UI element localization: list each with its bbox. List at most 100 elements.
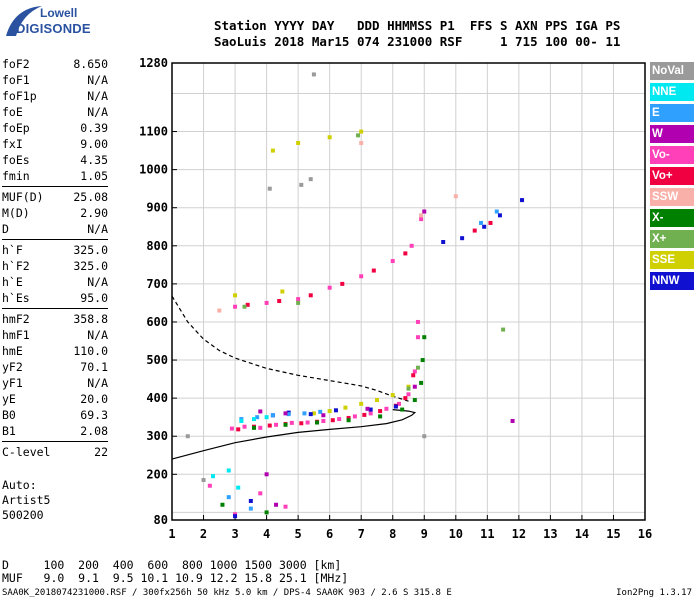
echo-point bbox=[321, 418, 326, 423]
echo-point bbox=[308, 177, 313, 182]
echo-point bbox=[236, 485, 241, 490]
param-separator bbox=[2, 186, 108, 187]
echo-point bbox=[185, 434, 190, 439]
echo-point bbox=[422, 335, 427, 340]
echo-point bbox=[371, 268, 376, 273]
x-tick-label: 1 bbox=[168, 527, 175, 541]
param-row: B1 2.08 bbox=[2, 423, 108, 439]
param-name: M(D) bbox=[2, 206, 30, 220]
echo-point bbox=[415, 319, 420, 324]
echo-point bbox=[296, 297, 301, 302]
param-name: fxI bbox=[2, 137, 23, 151]
auto-artist: Artist5 bbox=[2, 493, 51, 507]
echo-point bbox=[333, 408, 338, 413]
echo-point bbox=[283, 504, 288, 509]
param-name: h`F2 bbox=[2, 259, 30, 273]
param-name: foEp bbox=[2, 121, 30, 135]
param-value: 2.90 bbox=[80, 206, 108, 220]
echo-point bbox=[411, 373, 416, 378]
echo-point bbox=[420, 358, 425, 363]
param-name: h`F bbox=[2, 243, 23, 257]
echo-point bbox=[422, 434, 427, 439]
echo-point bbox=[267, 423, 272, 428]
param-row: D N/A bbox=[2, 221, 108, 237]
param-row: fmin 1.05 bbox=[2, 168, 108, 184]
param-value: N/A bbox=[87, 275, 108, 289]
param-value: N/A bbox=[87, 73, 108, 87]
x-tick-label: 2 bbox=[200, 527, 207, 541]
param-name: hmF2 bbox=[2, 312, 30, 326]
echo-point bbox=[242, 304, 247, 309]
echo-point bbox=[406, 384, 411, 389]
echo-point bbox=[368, 407, 373, 412]
legend-item: X+ bbox=[650, 230, 694, 248]
echo-point bbox=[412, 398, 417, 403]
param-name: B0 bbox=[2, 408, 16, 422]
echo-point bbox=[501, 327, 506, 332]
echo-point bbox=[242, 424, 247, 429]
echo-point bbox=[409, 243, 414, 248]
x-tick-label: 15 bbox=[606, 527, 620, 541]
param-value: N/A bbox=[87, 328, 108, 342]
y-tick-label: 600 bbox=[146, 315, 168, 329]
echo-point bbox=[327, 285, 332, 290]
legend-item: Vo- bbox=[650, 146, 694, 164]
x-tick-label: 9 bbox=[421, 527, 428, 541]
echo-point bbox=[274, 422, 279, 427]
auto-label: Auto: bbox=[2, 478, 37, 492]
echo-point bbox=[384, 406, 389, 411]
param-name: hmE bbox=[2, 344, 23, 358]
param-name: D bbox=[2, 222, 9, 236]
param-value: 358.8 bbox=[73, 312, 108, 326]
echo-point bbox=[472, 228, 477, 233]
echo-point bbox=[359, 401, 364, 406]
echo-point bbox=[365, 406, 370, 411]
echo-point bbox=[479, 220, 484, 225]
echo-point bbox=[315, 419, 320, 424]
param-value: 8.650 bbox=[73, 57, 108, 71]
y-tick-label: 1000 bbox=[139, 163, 168, 177]
legend-item: NNE bbox=[650, 83, 694, 101]
echo-point bbox=[270, 413, 275, 418]
param-name: yF2 bbox=[2, 360, 23, 374]
param-separator bbox=[2, 308, 108, 309]
echo-point bbox=[299, 421, 304, 426]
echo-point bbox=[233, 514, 238, 519]
echo-point bbox=[270, 148, 275, 153]
echo-point bbox=[415, 335, 420, 340]
param-separator bbox=[2, 441, 108, 442]
echo-point bbox=[403, 251, 408, 256]
y-tick-label: 800 bbox=[146, 239, 168, 253]
logo-digisonde-text: DIGISONDE bbox=[16, 21, 91, 36]
echo-point bbox=[368, 411, 373, 416]
echo-point bbox=[251, 417, 256, 422]
echo-point bbox=[251, 425, 256, 430]
echo-point bbox=[378, 414, 383, 419]
echo-point bbox=[258, 425, 263, 430]
param-value: 110.0 bbox=[73, 344, 108, 358]
echo-point bbox=[359, 129, 364, 134]
digisonde-logo: Lowell DIGISONDE bbox=[2, 2, 92, 42]
y-tick-label: 500 bbox=[146, 353, 168, 367]
echo-point bbox=[239, 418, 244, 423]
legend-item: NNW bbox=[650, 272, 694, 290]
x-tick-label: 7 bbox=[358, 527, 365, 541]
echo-point bbox=[267, 186, 272, 191]
param-row: hmF2 358.8 bbox=[2, 311, 108, 327]
echo-point bbox=[245, 302, 250, 307]
param-name: B1 bbox=[2, 424, 16, 438]
param-name: hmF1 bbox=[2, 328, 30, 342]
param-value: 20.0 bbox=[80, 392, 108, 406]
echo-point bbox=[318, 409, 323, 414]
legend-item: X- bbox=[650, 209, 694, 227]
param-value: 325.0 bbox=[73, 259, 108, 273]
param-row: foEp 0.39 bbox=[2, 120, 108, 136]
density-profile-line bbox=[171, 409, 417, 460]
param-row: yF2 70.1 bbox=[2, 359, 108, 375]
param-value: N/A bbox=[87, 105, 108, 119]
echo-point bbox=[419, 217, 424, 222]
echo-point bbox=[406, 392, 411, 397]
x-tick-label: 3 bbox=[231, 527, 238, 541]
echo-point bbox=[406, 386, 411, 391]
echo-point bbox=[356, 133, 361, 138]
